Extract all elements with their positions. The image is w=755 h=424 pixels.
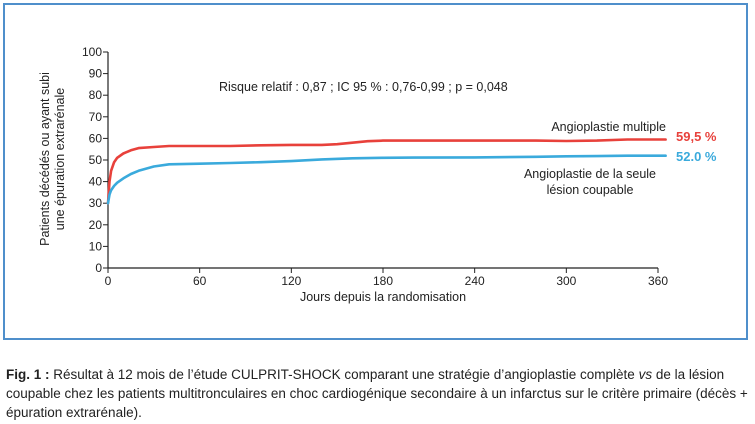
- x-tick-label: 300: [556, 274, 576, 288]
- series-line-culprit: [106, 154, 667, 205]
- end-value-label-multiple: 59,5 %: [676, 129, 717, 144]
- y-tick-label: 10: [89, 239, 103, 253]
- x-axis-title: Jours depuis la randomisation: [300, 290, 466, 304]
- x-tick-label: 120: [281, 274, 301, 288]
- x-tick-label: 360: [648, 274, 668, 288]
- caption-text-2: de la lésion coupable chez les patients …: [6, 367, 748, 420]
- figure-caption: Fig. 1 : Résultat à 12 mois de l’étude C…: [6, 365, 748, 422]
- y-tick-label: 70: [89, 110, 103, 124]
- survival-chart: 0 10 20 30 40 50 60 70 80 90 100 0 60 120 180 240 300 360…: [38, 45, 717, 304]
- caption-italic: vs: [638, 367, 653, 382]
- series-label-multiple: Angioplastie multiple: [551, 120, 666, 134]
- caption-text-1: Résultat à 12 mois de l’étude CULPRIT-SH…: [49, 367, 639, 382]
- stats-annotation: Risque relatif : 0,87 ; IC 95 % : 0,76-0…: [219, 80, 508, 94]
- y-tick-label: 0: [95, 261, 102, 275]
- y-tick-label: 50: [89, 153, 103, 167]
- x-tick-label: 180: [373, 274, 393, 288]
- series-line-multiple: [106, 138, 667, 205]
- caption-label: Fig. 1 :: [6, 367, 50, 382]
- x-tick-label: 240: [465, 274, 485, 288]
- y-tick-label: 20: [89, 218, 103, 232]
- x-tick-label: 60: [193, 274, 207, 288]
- y-axis-title-line-1: Patients décédés ou ayant subi: [38, 72, 52, 246]
- series-label-culprit-line-1: Angioplastie de la seule: [524, 167, 656, 181]
- y-tick-label: 60: [89, 131, 103, 145]
- x-tick-label: 0: [105, 274, 112, 288]
- end-value-label-culprit: 52.0 %: [676, 149, 717, 164]
- y-tick-label: 80: [89, 88, 103, 102]
- y-tick-label: 40: [89, 175, 103, 189]
- y-axis-title-line-2: une épuration extrarénale: [53, 88, 67, 231]
- y-tick-label: 100: [82, 45, 102, 59]
- y-tick-label: 30: [89, 196, 103, 210]
- figure-frame: [3, 3, 748, 340]
- series-label-culprit-line-2: lésion coupable: [547, 183, 634, 197]
- y-tick-label: 90: [89, 67, 103, 81]
